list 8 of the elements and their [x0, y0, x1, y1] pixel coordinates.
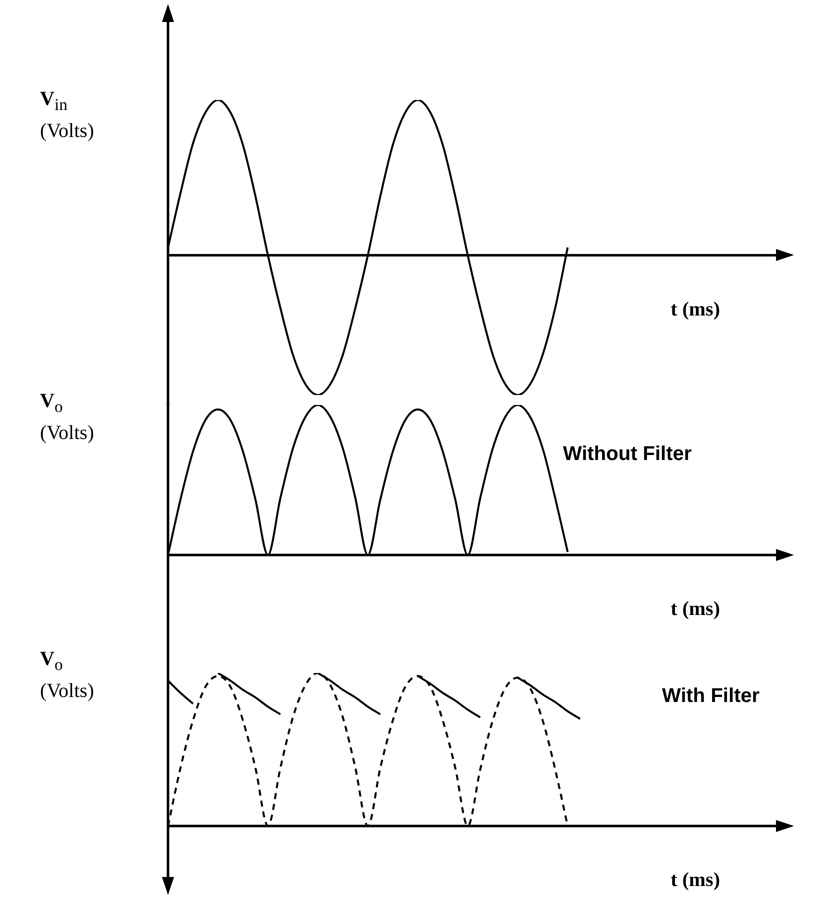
y-axis-title: V$_{o}$ (Volts) — [40, 648, 94, 702]
x-axis-title: t (ms) — [670, 869, 720, 891]
x-axis-title: t (ms) — [670, 598, 720, 620]
y-axis-title: V$_{in}$ (Volts) — [40, 88, 94, 142]
annotation: With Filter — [662, 685, 760, 707]
x-axis-title: t (ms) — [670, 298, 720, 320]
y-axis-title: V$_{o}$ (Volts) — [40, 390, 94, 444]
annotation: Without Filter — [563, 443, 692, 465]
